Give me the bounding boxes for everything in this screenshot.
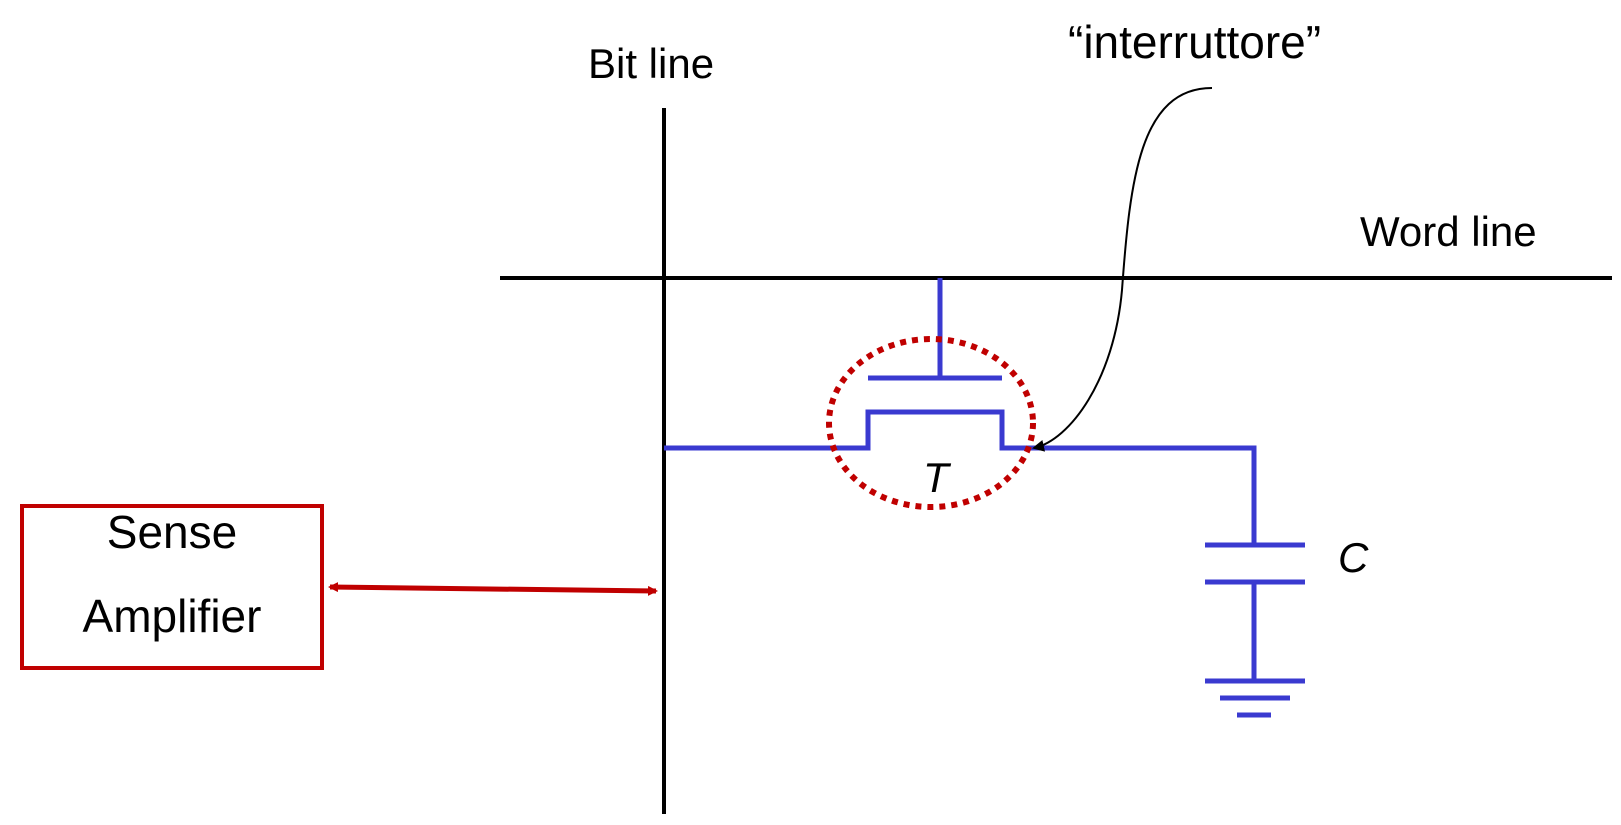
switch-highlight-ellipse	[826, 336, 1036, 510]
sense-amplifier-label-line2: Amplifier	[83, 590, 262, 642]
sense-amplifier-arrow	[328, 582, 658, 596]
ground-icon	[1205, 678, 1305, 718]
sense-amplifier-label-line1: Sense	[107, 506, 237, 558]
transistor-to-capacitor-wire	[1030, 445, 1257, 545]
bit-line-label: Bit line	[588, 40, 714, 87]
transistor-label: T	[923, 454, 952, 501]
word-line-label: Word line	[1360, 208, 1537, 255]
sense-amplifier-box	[20, 504, 324, 670]
switch-note-label: “interruttore”	[1068, 16, 1321, 68]
transistor-symbol	[827, 278, 1030, 451]
channel	[827, 409, 1030, 451]
capacitor-label: C	[1338, 534, 1369, 581]
switch-annotation-arrow	[1032, 87, 1213, 452]
capacitor-symbol	[1205, 542, 1305, 681]
